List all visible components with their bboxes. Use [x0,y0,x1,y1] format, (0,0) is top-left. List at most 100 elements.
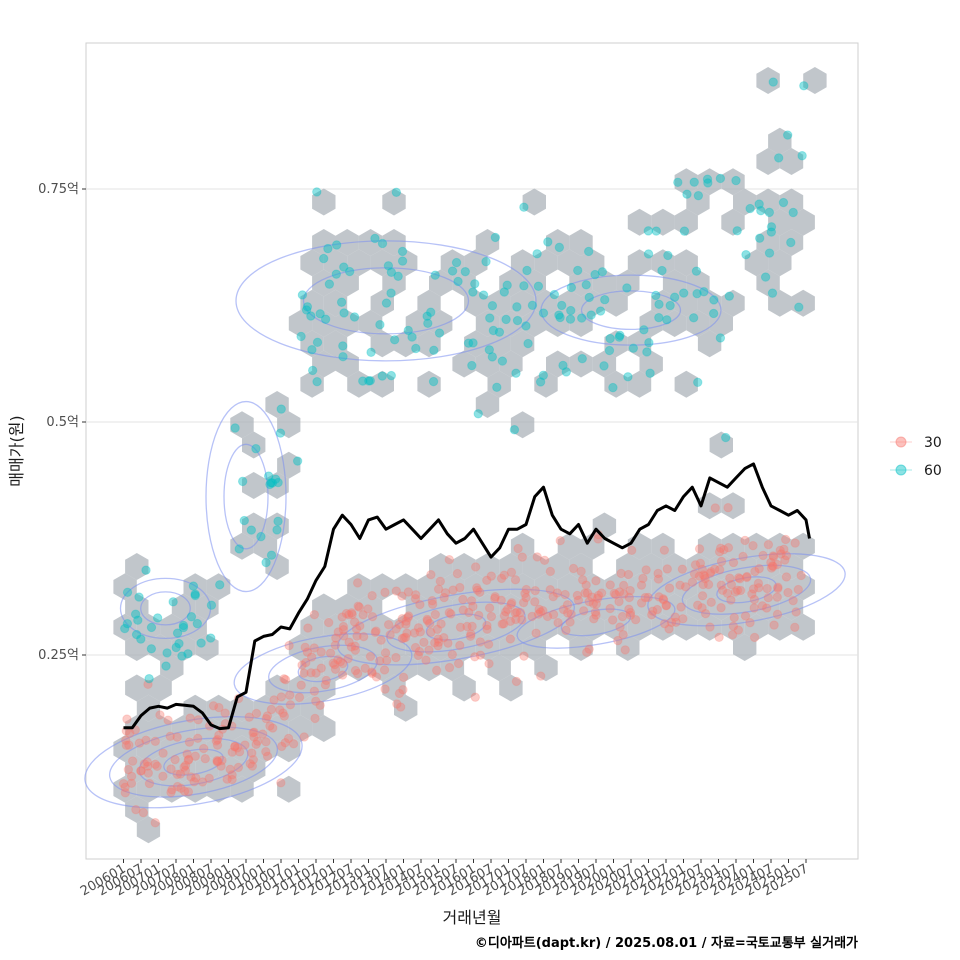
point-30 [535,607,546,617]
point-30 [278,708,288,718]
point-60 [131,629,142,640]
point-60 [521,321,531,331]
point-30 [444,662,455,673]
point-30 [515,607,526,618]
legend-item-60[interactable]: 60 [890,463,942,479]
point-30 [436,619,446,629]
point-30 [413,623,424,633]
point-30 [592,593,603,603]
point-60 [708,308,719,319]
point-30 [624,592,634,603]
point-30 [788,595,798,606]
hex-bin [791,289,815,317]
point-30 [143,679,153,690]
point-30 [248,754,259,765]
hex-bin [546,229,570,256]
hex-bin [697,613,722,641]
point-60 [654,312,664,323]
point-60 [389,335,400,345]
point-30 [505,616,516,627]
point-30 [703,579,714,590]
point-30 [607,615,618,625]
hex-bin [674,208,698,236]
hex-bin [429,310,453,337]
hex-bin [242,715,266,742]
point-30 [590,607,601,617]
point-30 [715,543,726,553]
point-30 [158,771,168,781]
point-60 [741,249,751,260]
point-30 [300,642,310,653]
point-30 [589,614,599,624]
point-60 [643,226,653,236]
point-30 [505,634,516,644]
point-30 [351,624,362,634]
hex-bin [242,431,266,459]
hex-bin [171,755,196,783]
point-30 [783,587,793,598]
point-30 [722,588,733,599]
point-60 [463,338,474,348]
hex-bin [335,593,359,621]
hex-bin [171,634,196,661]
hex-bin [510,249,535,277]
hex-bin [534,613,558,641]
hex-bin [627,249,652,277]
hex-bin [452,553,476,580]
y-tick-label: 0.5억 [46,415,79,430]
point-30 [723,543,734,553]
point-60 [691,266,702,276]
hex-bin [639,310,663,337]
point-30 [796,570,806,581]
point-60 [519,202,529,212]
point-30 [706,566,716,577]
hex-bin [312,593,336,621]
point-60 [312,337,323,348]
point-60 [715,333,726,343]
point-60 [527,300,538,311]
point-30 [735,585,746,596]
hex-bin [499,593,523,621]
point-30 [754,563,764,574]
point-30 [120,788,130,798]
point-30 [212,740,223,750]
hex-bin [312,634,336,661]
point-30 [136,765,146,776]
point-60 [263,471,274,481]
point-30 [506,599,516,610]
point-30 [158,748,168,758]
point-30 [411,590,421,600]
point-60 [188,581,199,591]
point-30 [394,619,405,630]
point-60 [651,226,661,236]
point-30 [591,610,601,620]
point-60 [265,479,275,490]
point-60 [397,256,408,266]
point-30 [439,632,449,643]
point-30 [779,544,789,554]
point-60 [799,81,809,91]
point-60 [407,332,417,342]
point-30 [689,569,700,579]
point-30 [482,620,492,631]
point-30 [320,680,331,690]
hex-bin [230,532,254,560]
point-30 [193,715,203,725]
density-contour [516,595,676,649]
hex-bin [768,573,792,601]
point-30 [464,607,474,618]
hex-bin [674,613,698,641]
point-30 [179,762,189,772]
point-30 [358,631,369,642]
point-30 [280,738,290,748]
density-contour [681,564,812,615]
point-60 [502,280,512,290]
point-60 [689,177,699,187]
point-30 [211,736,221,746]
point-30 [700,574,710,584]
point-60 [692,288,702,299]
hex-bin [300,654,324,682]
legend-item-30[interactable]: 30 [890,435,942,451]
point-30 [680,582,691,592]
point-60 [146,644,157,654]
